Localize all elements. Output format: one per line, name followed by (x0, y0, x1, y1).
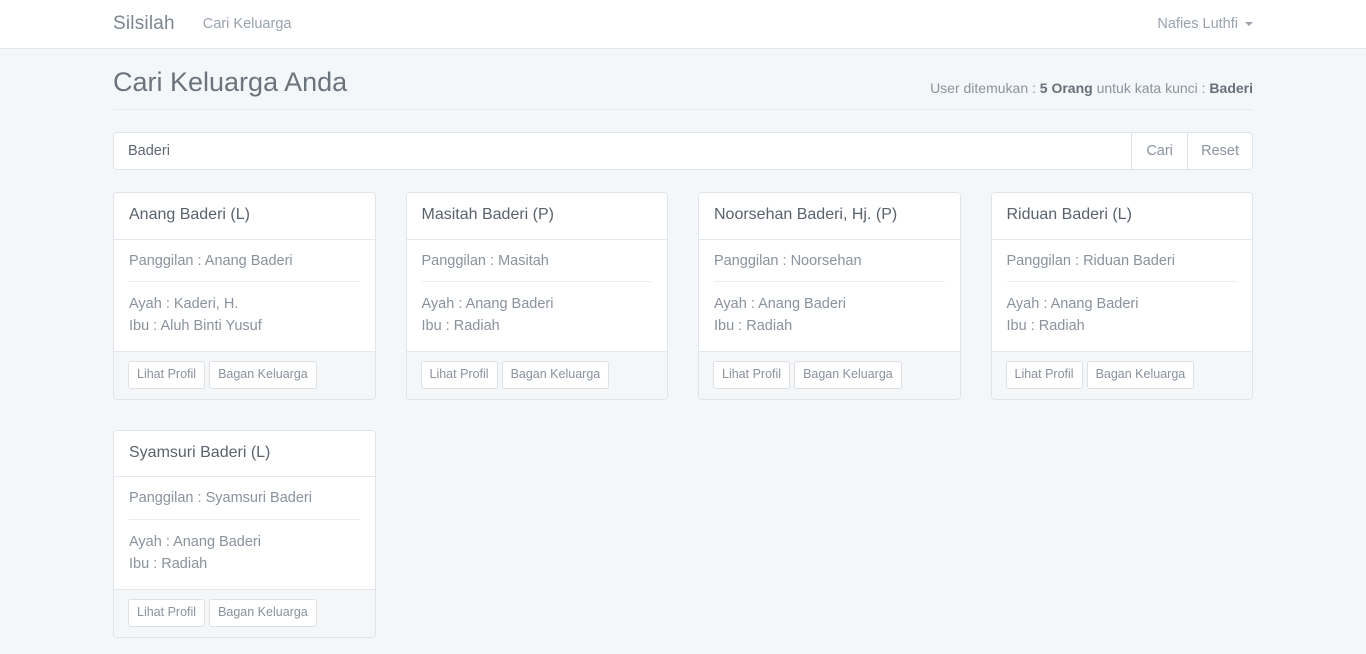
view-profile-button[interactable]: Lihat Profil (713, 361, 791, 389)
person-card-body: Panggilan : Anang Baderi Ayah : Kaderi, … (114, 240, 375, 352)
person-father: Ayah : Anang Baderi (1006, 296, 1139, 313)
person-name: Anang Baderi (L) (129, 205, 250, 223)
view-profile-button[interactable]: Lihat Profil (420, 361, 498, 389)
search-input[interactable] (113, 131, 1132, 170)
person-card-footer: Lihat Profil Bagan Keluarga (114, 589, 375, 637)
result-card-column: Masitah Baderi (P) Panggilan : Masitah A… (391, 191, 684, 400)
result-card-column: Anang Baderi (L) Panggilan : Anang Bader… (98, 191, 391, 400)
person-card-footer: Lihat Profil Bagan Keluarga (114, 351, 375, 399)
person-nickname: Panggilan : Syamsuri Baderi (129, 489, 360, 521)
person-card-footer: Lihat Profil Bagan Keluarga (406, 351, 667, 399)
chevron-down-icon (1245, 22, 1253, 26)
person-name: Masitah Baderi (P) (421, 205, 555, 223)
search-result-summary: User ditemukan : 5 Orang untuk kata kunc… (930, 80, 1253, 100)
person-mother: Ibu : Radiah (421, 318, 500, 335)
person-nickname: Panggilan : Anang Baderi (129, 252, 360, 283)
person-name: Noorsehan Baderi, Hj. (P) (714, 205, 898, 223)
page-header: Cari Keluarga Anda User ditemukan : 5 Or… (113, 66, 1253, 110)
family-chart-button[interactable]: Bagan Keluarga (209, 361, 317, 389)
person-mother: Ibu : Radiah (714, 318, 793, 335)
result-card-column: Riduan Baderi (L) Panggilan : Riduan Bad… (976, 191, 1269, 400)
person-card-header: Syamsuri Baderi (L) (114, 430, 375, 478)
person-card-body: Panggilan : Masitah Ayah : Anang Baderi … (407, 240, 668, 352)
person-card: Noorsehan Baderi, Hj. (P) Panggilan : No… (698, 191, 961, 400)
person-father: Ayah : Kaderi, H. (129, 296, 239, 313)
person-card: Anang Baderi (L) Panggilan : Anang Bader… (113, 191, 376, 400)
result-middle: untuk kata kunci : (1096, 79, 1206, 96)
user-menu[interactable]: Nafies Luthfi (1157, 16, 1253, 32)
main-container: Cari Keluarga Anda User ditemukan : 5 Or… (113, 49, 1253, 654)
view-profile-button[interactable]: Lihat Profil (1005, 361, 1083, 389)
family-chart-button[interactable]: Bagan Keluarga (209, 599, 317, 627)
result-card-column: Syamsuri Baderi (L) Panggilan : Syamsuri… (98, 429, 391, 638)
family-chart-button[interactable]: Bagan Keluarga (1086, 361, 1195, 389)
person-card-body: Panggilan : Riduan Baderi Ayah : Anang B… (992, 240, 1253, 352)
person-father: Ayah : Anang Baderi (421, 296, 554, 313)
user-menu-label: Nafies Luthfi (1157, 16, 1238, 32)
person-name: Syamsuri Baderi (L) (129, 443, 271, 461)
search-reset-button[interactable]: Reset (1187, 131, 1253, 170)
person-card-header: Noorsehan Baderi, Hj. (P) (699, 192, 960, 240)
person-nickname: Panggilan : Noorsehan (714, 252, 945, 283)
navbar-inner: Silsilah Cari Keluarga Nafies Luthfi (113, 0, 1253, 48)
search-submit-button[interactable]: Cari (1131, 131, 1188, 170)
result-count: 5 Orang (1039, 79, 1093, 96)
result-keyword: Baderi (1209, 79, 1253, 96)
person-nickname: Panggilan : Masitah (421, 252, 652, 283)
results-grid: Anang Baderi (L) Panggilan : Anang Bader… (98, 191, 1269, 654)
view-profile-button[interactable]: Lihat Profil (128, 599, 206, 627)
family-chart-button[interactable]: Bagan Keluarga (794, 361, 902, 389)
view-profile-button[interactable]: Lihat Profil (128, 361, 206, 389)
person-card-header: Riduan Baderi (L) (991, 192, 1252, 240)
family-chart-button[interactable]: Bagan Keluarga (501, 361, 610, 389)
person-card: Masitah Baderi (P) Panggilan : Masitah A… (405, 191, 668, 400)
person-mother: Ibu : Radiah (1006, 318, 1085, 335)
person-card: Riduan Baderi (L) Panggilan : Riduan Bad… (990, 191, 1253, 400)
person-name: Riduan Baderi (L) (1006, 205, 1132, 223)
person-card: Syamsuri Baderi (L) Panggilan : Syamsuri… (113, 429, 376, 638)
person-card-footer: Lihat Profil Bagan Keluarga (699, 351, 960, 399)
brand-logo[interactable]: Silsilah (113, 13, 175, 34)
top-navbar: Silsilah Cari Keluarga Nafies Luthfi (0, 0, 1366, 49)
nav-item-cari-keluarga[interactable]: Cari Keluarga (202, 16, 292, 32)
result-card-column: Noorsehan Baderi, Hj. (P) Panggilan : No… (683, 191, 976, 400)
person-card-body: Panggilan : Syamsuri Baderi Ayah : Anang… (114, 477, 375, 589)
person-mother: Ibu : Radiah (129, 556, 208, 573)
person-mother: Ibu : Aluh Binti Yusuf (129, 318, 262, 335)
person-father: Ayah : Anang Baderi (714, 296, 846, 313)
person-card-footer: Lihat Profil Bagan Keluarga (991, 351, 1252, 399)
person-nickname: Panggilan : Riduan Baderi (1006, 252, 1237, 283)
person-father: Ayah : Anang Baderi (129, 534, 261, 551)
person-card-body: Panggilan : Noorsehan Ayah : Anang Bader… (699, 240, 960, 352)
page-title: Cari Keluarga Anda (113, 67, 348, 97)
result-prefix: User ditemukan : (930, 79, 1036, 96)
search-form: Cari Reset (113, 131, 1253, 170)
person-card-header: Masitah Baderi (P) (406, 192, 667, 240)
person-card-header: Anang Baderi (L) (114, 192, 375, 240)
